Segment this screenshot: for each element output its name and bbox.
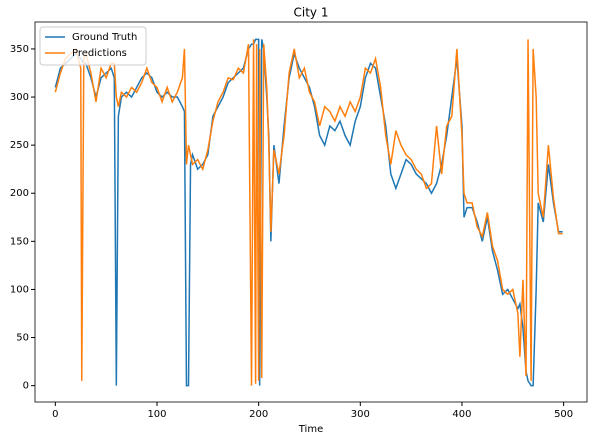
y-tick-label: 350 xyxy=(10,44,29,55)
y-tick-label: 50 xyxy=(16,333,29,344)
x-tick-label: 100 xyxy=(147,409,166,420)
y-tick-label: 200 xyxy=(10,188,29,199)
x-tick-label: 300 xyxy=(351,409,370,420)
x-tick-label: 0 xyxy=(52,409,58,420)
x-tick-label: 200 xyxy=(249,409,268,420)
y-tick-label: 100 xyxy=(10,284,29,295)
y-tick-label: 250 xyxy=(10,140,29,151)
legend-box xyxy=(39,26,147,66)
x-tick-label: 500 xyxy=(554,409,573,420)
y-tick-label: 0 xyxy=(23,381,29,392)
y-tick-label: 300 xyxy=(10,92,29,103)
x-tick-label: 400 xyxy=(452,409,471,420)
legend: Ground Truth Predictions xyxy=(39,26,147,66)
legend-label: Predictions xyxy=(72,48,127,59)
chart-title: City 1 xyxy=(294,6,329,20)
x-axis-label: Time xyxy=(298,424,323,435)
plot-frame xyxy=(34,21,588,403)
legend-label: Ground Truth xyxy=(72,32,137,43)
y-tick-label: 150 xyxy=(10,236,29,247)
series-line xyxy=(54,39,563,386)
